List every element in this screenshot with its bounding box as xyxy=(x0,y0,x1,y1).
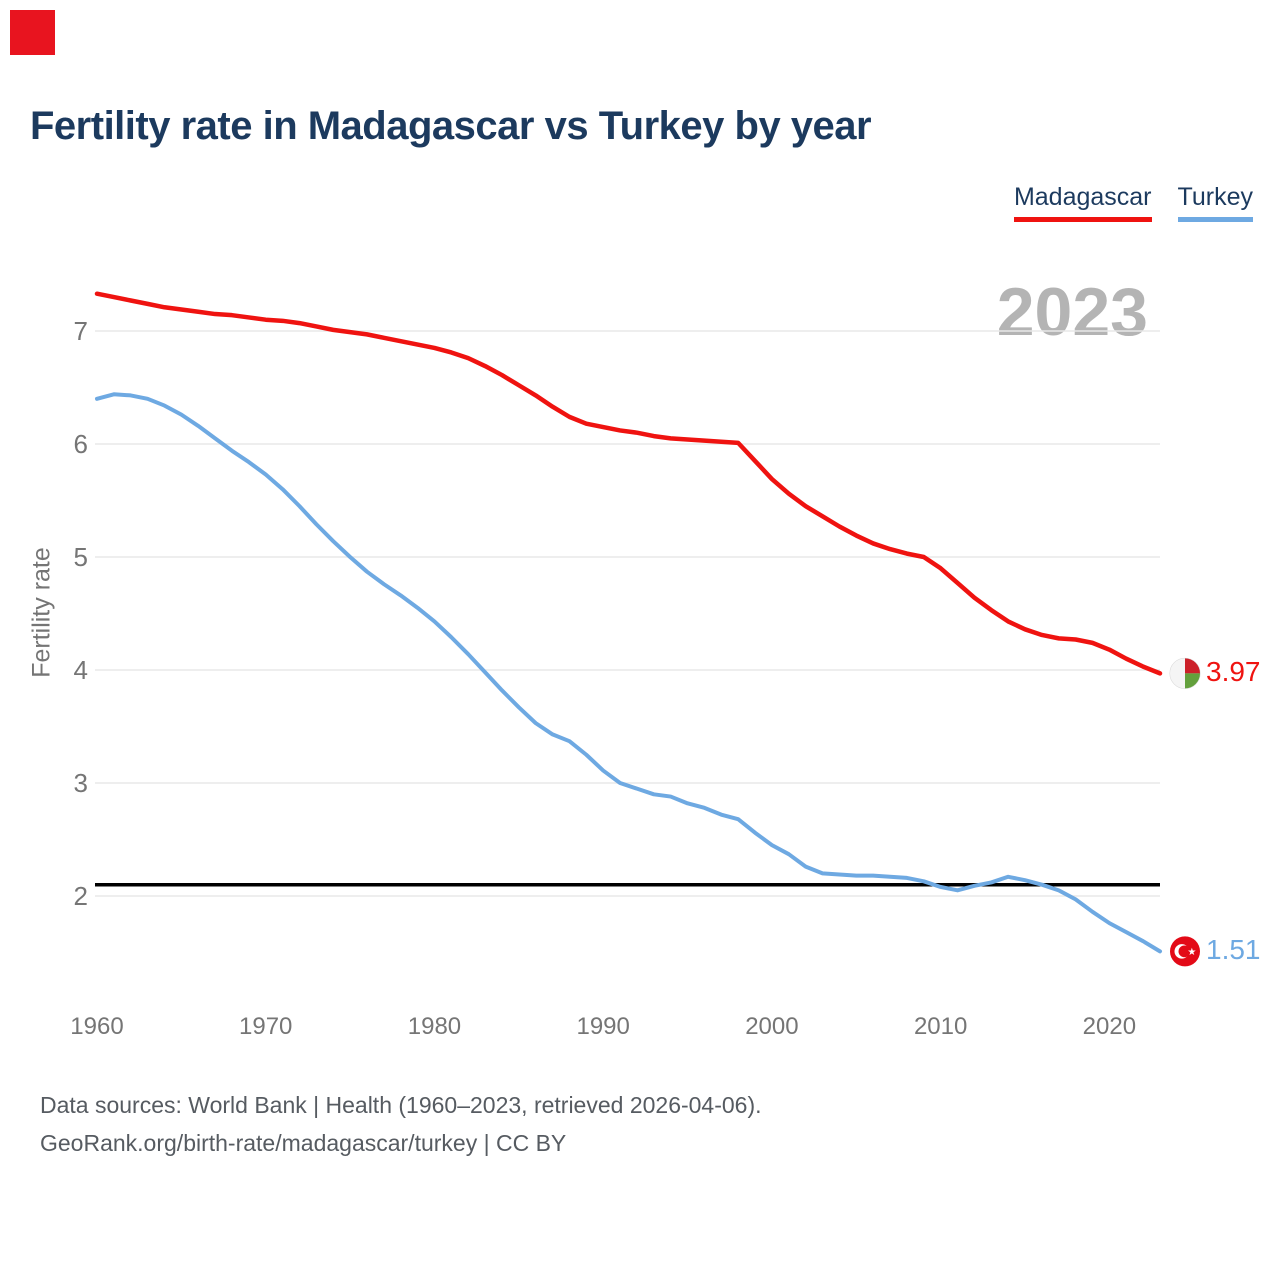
legend-item-turkey[interactable]: Turkey xyxy=(1177,183,1253,222)
legend-item-madagascar[interactable]: Madagascar xyxy=(1013,183,1152,222)
madagascar-end-value: 3.97 xyxy=(1206,656,1261,688)
y-axis-title: Fertility rate xyxy=(27,547,56,678)
x-tick-1970: 1970 xyxy=(239,1013,293,1040)
gridlines xyxy=(95,330,1160,897)
source-attribution: Data sources: World Bank | Health (1960–… xyxy=(40,1086,762,1162)
x-tick-1990: 1990 xyxy=(576,1013,630,1040)
x-tick-2020: 2020 xyxy=(1082,1013,1137,1040)
svg-text:★: ★ xyxy=(1187,947,1196,958)
turkey-flag-icon: ★ xyxy=(1170,936,1200,967)
turkey-end-value: 1.51 xyxy=(1206,934,1261,966)
x-tick-1960: 1960 xyxy=(70,1013,124,1040)
madagascar-line xyxy=(94,291,1163,676)
year-watermark: 2023 xyxy=(996,274,1148,350)
site-logo xyxy=(10,10,55,55)
data-sources-line: Data sources: World Bank | Health (1960–… xyxy=(40,1092,762,1118)
y-tick-6: 6 xyxy=(73,429,88,459)
x-tick-2000: 2000 xyxy=(745,1013,799,1040)
y-tick-4: 4 xyxy=(73,655,88,685)
x-tick-2010: 2010 xyxy=(913,1013,968,1040)
x-tick-1980: 1980 xyxy=(407,1013,462,1040)
page-title: Fertility rate in Madagascar vs Turkey b… xyxy=(30,104,872,148)
madagascar-flag-icon xyxy=(1169,657,1201,689)
legend: Madagascar Turkey xyxy=(1013,183,1253,222)
y-tick-7: 7 xyxy=(73,316,88,346)
y-tick-3: 3 xyxy=(73,768,88,798)
license-line: GeoRank.org/birth-rate/madagascar/turkey… xyxy=(40,1130,567,1156)
y-tick-2: 2 xyxy=(73,881,88,911)
turkey-line xyxy=(95,392,1162,954)
y-tick-5: 5 xyxy=(73,542,88,572)
